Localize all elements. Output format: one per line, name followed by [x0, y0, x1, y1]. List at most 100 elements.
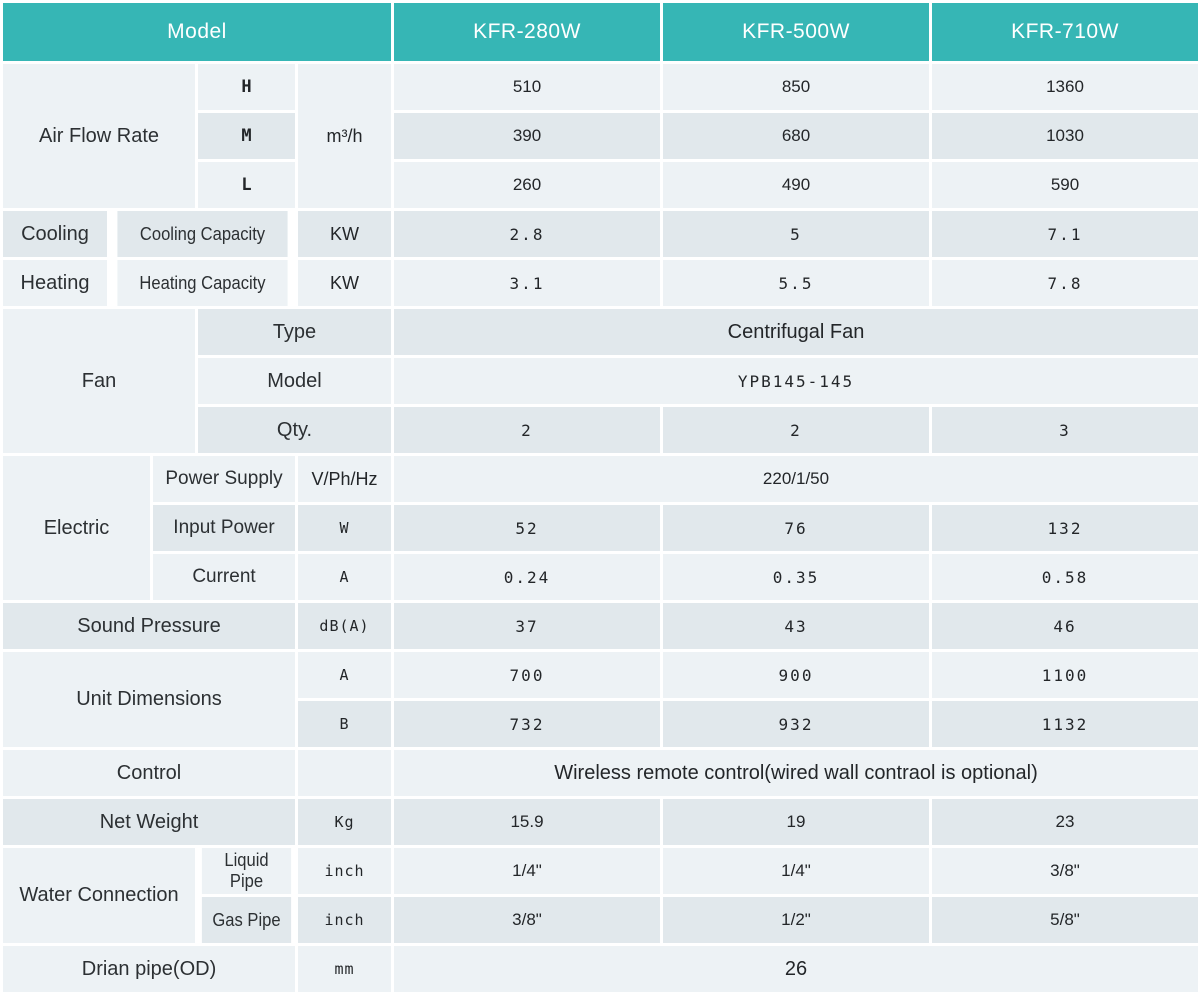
fan-model-value: YPB145-145	[394, 358, 1198, 404]
row-current: Current A 0.24 0.35 0.58	[3, 554, 1198, 600]
cooling-500w: 5	[663, 211, 929, 257]
sound-500w: 43	[663, 603, 929, 649]
current-unit: A	[298, 554, 391, 600]
heating-group-label: Heating	[3, 260, 107, 306]
liquid-pipe-500w: 1/4"	[663, 848, 929, 894]
liquid-pipe-label: Liquid Pipe	[201, 848, 292, 894]
liquid-pipe-710w: 3/8"	[932, 848, 1198, 894]
cooling-unit: KW	[298, 211, 391, 257]
input-power-710w: 132	[932, 505, 1198, 551]
row-dimension-b: B 732 932 1132	[3, 701, 1198, 747]
airflow-h-500w: 850	[663, 64, 929, 110]
fan-qty-500w: 2	[663, 407, 929, 453]
airflow-unit: m³/h	[298, 64, 391, 208]
sound-280w: 37	[394, 603, 660, 649]
header-model-kfr-710w: KFR-710W	[932, 3, 1198, 61]
fan-qty-280w: 2	[394, 407, 660, 453]
input-power-unit: W	[298, 505, 391, 551]
fan-qty-label: Qty.	[198, 407, 391, 453]
dimension-b-500w: 932	[663, 701, 929, 747]
airflow-speed-m: M	[198, 113, 295, 159]
airflow-speed-h: H	[198, 64, 295, 110]
sound-710w: 46	[932, 603, 1198, 649]
heating-710w: 7.8	[932, 260, 1198, 306]
airflow-m-280w: 390	[394, 113, 660, 159]
power-supply-label: Power Supply	[153, 456, 295, 502]
input-power-label: Input Power	[153, 505, 295, 551]
airflow-l-280w: 260	[394, 162, 660, 208]
dimension-a-710w: 1100	[932, 652, 1198, 698]
dimension-b-label: B	[298, 701, 391, 747]
liquid-pipe-unit: inch	[298, 848, 391, 894]
heating-280w: 3.1	[394, 260, 660, 306]
fan-type-value: Centrifugal Fan	[394, 309, 1198, 355]
input-power-280w: 52	[394, 505, 660, 551]
cooling-710w: 7.1	[932, 211, 1198, 257]
row-input-power: Input Power W 52 76 132	[3, 505, 1198, 551]
row-heating: Heating Heating Capacity KW 3.1 5.5 7.8	[3, 260, 1198, 306]
gas-pipe-label: Gas Pipe	[201, 897, 292, 943]
input-power-500w: 76	[663, 505, 929, 551]
row-liquid-pipe: Water Connection Liquid Pipe inch 1/4" 1…	[3, 848, 1198, 943]
airflow-speed-l: L	[198, 162, 295, 208]
sound-pressure-unit: dB(A)	[298, 603, 391, 649]
liquid-pipe-280w: 1/4"	[394, 848, 660, 894]
net-weight-label: Net Weight	[3, 799, 295, 845]
water-connection-label: Water Connection	[3, 848, 195, 943]
dimension-a-500w: 900	[663, 652, 929, 698]
cooling-280w: 2.8	[394, 211, 660, 257]
row-fan-model: Model YPB145-145	[3, 358, 1198, 404]
header-model-kfr-280w: KFR-280W	[394, 3, 660, 61]
dimensions-label: Unit Dimensions	[3, 652, 295, 747]
row-cooling: Cooling Cooling Capacity KW 2.8 5 7.1	[3, 211, 1198, 257]
heating-capacity-label: Heating Capacity	[117, 260, 288, 306]
dimension-a-280w: 700	[394, 652, 660, 698]
airflow-l-500w: 490	[663, 162, 929, 208]
net-weight-500w: 19	[663, 799, 929, 845]
dimension-b-710w: 1132	[932, 701, 1198, 747]
current-280w: 0.24	[394, 554, 660, 600]
dimension-a-label: A	[298, 652, 391, 698]
row-power-supply: Electric Power Supply V/Ph/Hz 220/1/50	[3, 456, 1198, 600]
control-unit-empty	[298, 750, 391, 796]
control-value: Wireless remote control(wired wall contr…	[394, 750, 1198, 796]
net-weight-280w: 15.9	[394, 799, 660, 845]
row-net-weight: Net Weight Kg 15.9 19 23	[3, 799, 1198, 845]
row-airflow-l: L 260 490 590	[3, 162, 1198, 208]
heating-500w: 5.5	[663, 260, 929, 306]
cooling-group-label: Cooling	[3, 211, 107, 257]
row-control: Control Wireless remote control(wired wa…	[3, 750, 1198, 796]
gas-pipe-710w: 5/8"	[932, 897, 1198, 943]
drain-pipe-label: Drian pipe(OD)	[3, 946, 295, 992]
current-500w: 0.35	[663, 554, 929, 600]
fan-qty-710w: 3	[932, 407, 1198, 453]
row-sound-pressure: Sound Pressure dB(A) 37 43 46	[3, 603, 1198, 649]
row-dimension-a: Unit Dimensions A 700 900 1100	[3, 652, 1198, 747]
header-row: Model KFR-280W KFR-500W KFR-710W	[3, 3, 1198, 61]
current-710w: 0.58	[932, 554, 1198, 600]
header-model-kfr-500w: KFR-500W	[663, 3, 929, 61]
row-fan-qty: Qty. 2 2 3	[3, 407, 1198, 453]
power-supply-value: 220/1/50	[394, 456, 1198, 502]
drain-pipe-unit: mm	[298, 946, 391, 992]
airflow-h-710w: 1360	[932, 64, 1198, 110]
row-gas-pipe: Gas Pipe inch 3/8" 1/2" 5/8"	[3, 897, 1198, 943]
control-label: Control	[3, 750, 295, 796]
airflow-m-500w: 680	[663, 113, 929, 159]
fan-label: Fan	[3, 309, 195, 453]
fan-model-label: Model	[198, 358, 391, 404]
current-label: Current	[153, 554, 295, 600]
drain-pipe-value: 26	[394, 946, 1198, 992]
electric-label: Electric	[3, 456, 150, 600]
sound-pressure-label: Sound Pressure	[3, 603, 295, 649]
gas-pipe-unit: inch	[298, 897, 391, 943]
row-fan-type: Fan Type Centrifugal Fan	[3, 309, 1198, 453]
row-drain-pipe: Drian pipe(OD) mm 26	[3, 946, 1198, 992]
heating-unit: KW	[298, 260, 391, 306]
airflow-h-280w: 510	[394, 64, 660, 110]
net-weight-710w: 23	[932, 799, 1198, 845]
airflow-m-710w: 1030	[932, 113, 1198, 159]
fan-type-label: Type	[198, 309, 391, 355]
net-weight-unit: Kg	[298, 799, 391, 845]
